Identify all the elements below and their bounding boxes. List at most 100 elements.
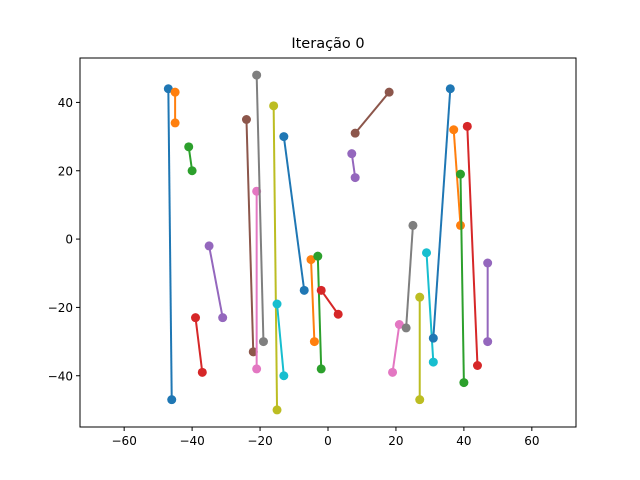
x-tick-label-2: −20 — [247, 434, 272, 448]
series-line-15 — [354, 91, 390, 134]
series-4-point-1 — [218, 313, 228, 323]
series-20-point-0 — [445, 84, 455, 94]
x-tick-label-6: 60 — [524, 434, 539, 448]
series-line-20 — [432, 88, 452, 339]
series-8-point-1 — [272, 405, 282, 415]
series-10-point-0 — [279, 132, 289, 142]
series-0-point-0 — [163, 84, 173, 94]
series-line-3 — [194, 317, 204, 373]
series-14 — [347, 149, 360, 183]
series-4 — [204, 241, 228, 323]
series-0 — [163, 84, 177, 405]
series-21-point-0 — [449, 125, 459, 135]
plot-series — [163, 70, 493, 415]
series-7-point-1 — [258, 337, 268, 347]
series-23-point-1 — [472, 361, 482, 370]
series-12-point-1 — [316, 364, 326, 374]
x-tick-label-1: −40 — [179, 434, 204, 448]
series-7 — [252, 70, 268, 347]
series-11 — [306, 255, 319, 347]
series-24-point-1 — [483, 337, 493, 347]
series-19 — [422, 248, 438, 367]
series-16-point-1 — [394, 320, 404, 329]
y-tick-label-3: 20 — [58, 164, 73, 178]
x-tick-label-4: 20 — [388, 434, 403, 448]
series-13-point-0 — [316, 285, 326, 295]
series-17-point-1 — [401, 323, 411, 333]
series-23-point-0 — [462, 121, 472, 131]
series-22-point-1 — [459, 378, 469, 388]
series-2 — [184, 142, 197, 176]
series-line-17 — [405, 225, 414, 328]
series-5 — [241, 115, 258, 357]
series-17 — [401, 220, 418, 333]
series-9 — [272, 299, 289, 381]
series-line-9 — [276, 303, 285, 376]
series-19-point-0 — [422, 248, 432, 258]
series-15-point-1 — [384, 87, 394, 97]
series-line-7 — [255, 75, 265, 342]
series-12-point-0 — [313, 251, 323, 261]
y-tick-label-1: −20 — [48, 301, 73, 315]
series-13 — [316, 285, 343, 319]
series-18-point-0 — [415, 292, 425, 302]
series-22 — [455, 169, 469, 388]
series-21 — [449, 125, 465, 230]
series-line-10 — [282, 136, 306, 291]
x-tick-label-5: 40 — [456, 434, 471, 448]
series-line-8 — [272, 105, 279, 410]
series-14-point-1 — [350, 173, 360, 183]
y-tick-label-0: −40 — [48, 369, 73, 383]
series-2-point-0 — [184, 142, 194, 152]
x-axis: −60 −40 −20 0 20 40 60 — [112, 427, 539, 448]
series-line-4 — [208, 245, 224, 318]
series-10 — [279, 132, 309, 295]
series-7-point-0 — [252, 70, 262, 80]
series-line-22 — [459, 174, 465, 383]
series-line-12 — [316, 256, 323, 369]
y-tick-label-2: 0 — [65, 233, 73, 247]
series-11-point-0 — [306, 255, 316, 265]
series-10-point-1 — [299, 285, 309, 295]
series-5-point-0 — [241, 115, 251, 124]
series-3-point-1 — [197, 367, 207, 377]
series-line-23 — [466, 126, 479, 366]
series-2-point-1 — [187, 166, 197, 176]
series-1-point-1 — [170, 118, 180, 128]
series-8 — [269, 101, 282, 415]
series-13-point-1 — [333, 309, 343, 319]
series-18 — [415, 292, 425, 405]
y-axis: −40 −20 0 20 40 — [48, 96, 80, 383]
series-line-19 — [425, 252, 435, 363]
series-3 — [191, 313, 207, 377]
series-15-point-0 — [350, 128, 360, 138]
series-3-point-0 — [191, 313, 201, 323]
series-1 — [170, 87, 180, 128]
y-tick-label-4: 40 — [58, 96, 73, 110]
series-18-point-1 — [415, 395, 425, 405]
series-24 — [483, 258, 493, 347]
series-20-point-1 — [428, 333, 438, 343]
series-20 — [428, 84, 455, 343]
series-16 — [388, 320, 404, 377]
series-line-5 — [245, 119, 255, 352]
series-24-point-0 — [483, 258, 493, 268]
series-19-point-1 — [428, 357, 438, 367]
series-line-11 — [310, 259, 316, 342]
series-line-16 — [391, 324, 401, 373]
series-line-21 — [452, 129, 462, 226]
chart-title: Iteração 0 — [291, 36, 364, 52]
series-14-point-0 — [347, 149, 357, 159]
series-11-point-1 — [309, 337, 319, 347]
series-9-point-1 — [279, 371, 289, 381]
series-16-point-0 — [388, 367, 398, 377]
series-9-point-0 — [272, 299, 282, 309]
x-tick-label-0: −60 — [112, 434, 137, 448]
plot-frame — [79, 57, 577, 428]
series-4-point-0 — [204, 241, 214, 251]
series-23 — [462, 121, 482, 370]
series-12 — [313, 251, 326, 374]
series-1-point-0 — [170, 87, 180, 97]
